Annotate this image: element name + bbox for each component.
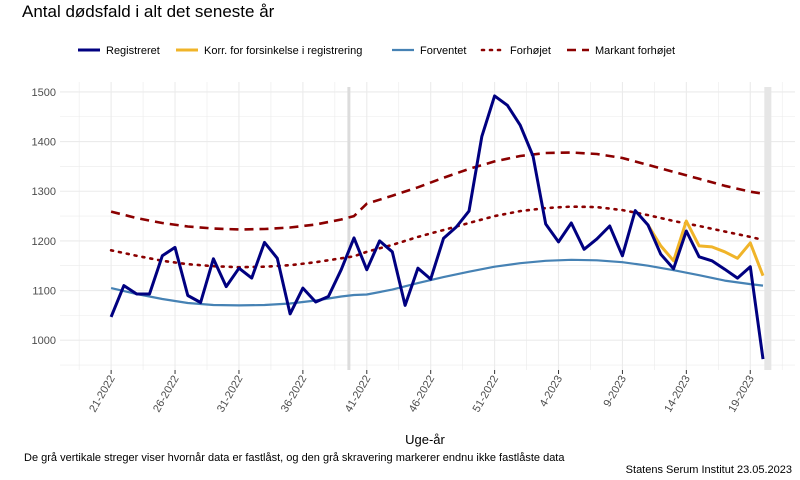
y-tick-label: 1200 <box>32 236 56 248</box>
chart-caption: De grå vertikale streger viser hvornår d… <box>24 452 565 464</box>
x-tick-label: 14-2023 <box>662 374 693 415</box>
x-axis-label: Uge-år <box>405 432 445 447</box>
series-line-markant <box>110 151 764 231</box>
x-tick-label: 36-2022 <box>279 374 310 415</box>
x-tick-label: 51-2022 <box>471 374 502 415</box>
series-line-forventet <box>110 258 764 307</box>
series-line-korr <box>646 219 765 277</box>
legend-label-forhojet: Forhøjet <box>510 45 551 57</box>
y-tick-label: 1000 <box>32 335 56 347</box>
series-line-registreret <box>109 94 765 360</box>
source-note: Statens Serum Institut 23.05.2023 <box>625 464 792 476</box>
x-tick-label: 21-2022 <box>87 374 118 415</box>
x-tick-label: 26-2022 <box>151 374 182 415</box>
x-tick-label: 9-2023 <box>602 374 630 410</box>
legend-label-registreret: Registreret <box>106 45 160 57</box>
x-tick-label: 41-2022 <box>343 374 374 415</box>
y-tick-label: 1400 <box>32 137 56 149</box>
series-line-forhojet <box>109 205 765 269</box>
y-tick-label: 1500 <box>32 87 56 99</box>
series-lines <box>109 94 765 360</box>
y-tick-label: 1100 <box>32 286 56 298</box>
x-tick-label: 19-2023 <box>726 374 757 415</box>
x-tick-label: 46-2022 <box>407 374 438 415</box>
gridlines <box>60 82 795 370</box>
legend-label-forventet: Forventet <box>420 45 466 57</box>
unfrozen-shading <box>347 87 772 370</box>
plot-area <box>60 82 795 370</box>
y-axis: 1000 1100 1200 1300 1400 1500 <box>32 87 56 347</box>
unfrozen-shade <box>764 87 772 370</box>
legend-label-korr: Korr. for forsinkelse i registrering <box>204 45 362 57</box>
x-axis: 21-2022 26-2022 31-2022 36-2022 41-2022 46-20… <box>87 370 757 414</box>
y-tick-label: 1300 <box>32 186 56 198</box>
legend-label-markant: Markant forhøjet <box>595 45 675 57</box>
legend: Registreret Korr. for forsinkelse i regis… <box>78 45 675 57</box>
x-tick-label: 4-2023 <box>538 374 566 410</box>
chart-title: Antal dødsfald i alt det seneste år <box>22 2 275 21</box>
x-tick-label: 31-2022 <box>215 374 246 415</box>
